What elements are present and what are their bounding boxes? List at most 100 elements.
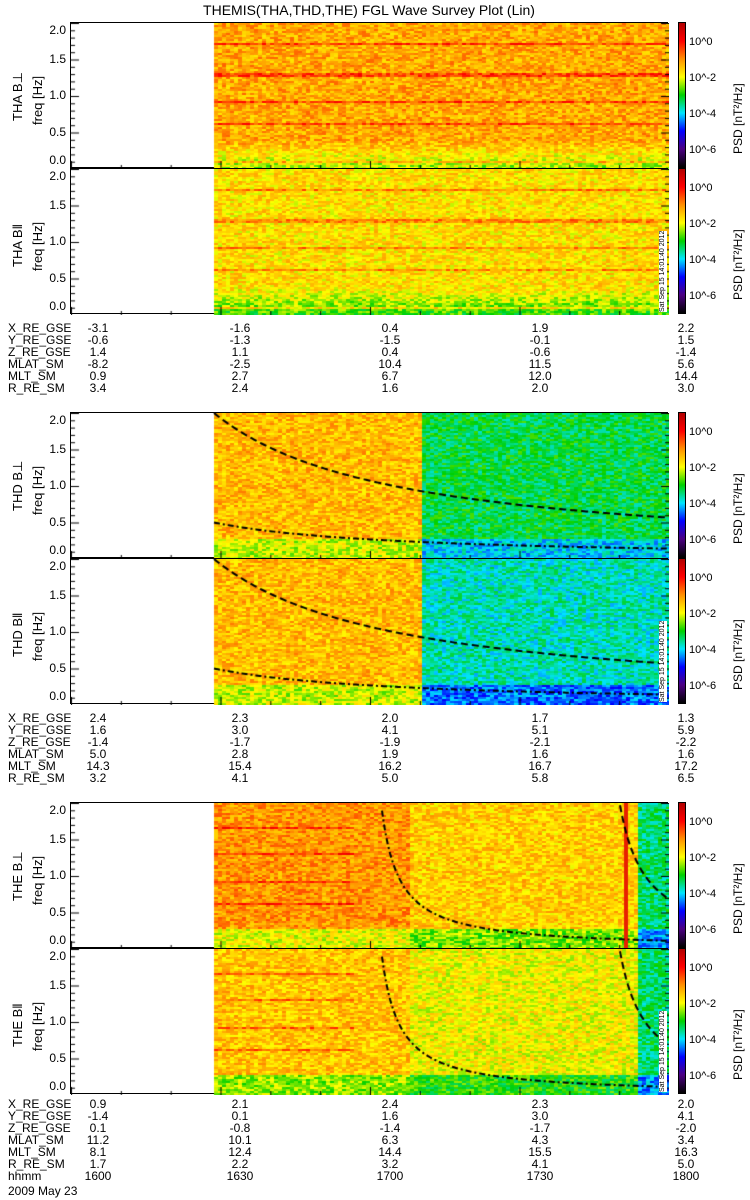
y-tick-label: 0.5 — [49, 1050, 66, 1065]
spectrogram-panel — [70, 22, 669, 169]
colorbar-tick-label: 10^-2 — [689, 998, 717, 1010]
ephemeris-row: MLAT_SM 5.0 2.8 1.9 1.6 1.6 — [8, 748, 748, 760]
ephemeris-label: MLT_SM — [8, 1145, 56, 1159]
ephemeris-value: 3.0 — [531, 1109, 549, 1123]
colorbar-tick-label: 10^-6 — [689, 290, 717, 302]
y-tick-label: 0.5 — [49, 514, 66, 529]
ephemeris-value: 3.4 — [89, 381, 107, 395]
y-axis-label: freq [Hz] — [30, 465, 45, 515]
probe-label: THD B‖ — [10, 612, 25, 657]
ephemeris-value: 2.7 — [231, 369, 249, 383]
ephemeris-value: 5.0 — [381, 771, 399, 785]
colorbar-tick-label: 10^0 — [689, 572, 713, 584]
ephemeris-value: -1.4 — [675, 345, 697, 359]
ephemeris-value: 6.3 — [381, 1133, 399, 1147]
probe-label: THE B⊥ — [10, 851, 25, 901]
ephemeris-value: -2.1 — [529, 735, 551, 749]
ephemeris-value: 1.6 — [531, 747, 549, 761]
y-tick-label: 2.0 — [49, 803, 66, 817]
plot-title: THEMIS(THA,THD,THE) FGL Wave Survey Plot… — [203, 2, 535, 18]
colorbar-tick-label: 10^0 — [689, 816, 713, 828]
colorbar-title: PSD [nT²/Hz] — [731, 1009, 745, 1080]
y-axis-label: freq [Hz] — [30, 75, 45, 125]
colorbar-tick-label: 10^-2 — [689, 72, 717, 84]
y-tick-label: 1.0 — [49, 868, 66, 882]
ephemeris-value: 3.2 — [89, 771, 107, 785]
ephemeris-value: -1.4 — [379, 1121, 401, 1135]
colorbar-tick-label: 10^-2 — [689, 852, 717, 864]
spectrogram-panel — [70, 168, 669, 315]
y-tick-label: 1.0 — [49, 478, 66, 492]
ephemeris-value: -1.4 — [87, 735, 109, 749]
ephemeris-value: 1.7 — [531, 711, 549, 725]
ephemeris-value: -1.7 — [229, 735, 251, 749]
ephemeris-label: MLT_SM — [8, 759, 56, 773]
y-tick-label: 0.5 — [49, 270, 66, 285]
ephemeris-label: Z_RE_GSE — [8, 735, 71, 749]
ephemeris-value: 2.4 — [89, 711, 107, 725]
colorbar-tick-label: 10^-4 — [689, 644, 717, 656]
ephemeris-value: 4.1 — [677, 1109, 695, 1123]
colorbar-tick-label: 10^-6 — [689, 1070, 717, 1082]
ephemeris-value: 2.0 — [531, 381, 549, 395]
y-tick-label: 1.5 — [49, 51, 66, 66]
colorbar-tick-label: 10^-6 — [689, 924, 717, 936]
ephemeris-value: 2.4 — [231, 381, 249, 395]
ephemeris-value: 1630 — [226, 1169, 254, 1183]
colorbar-tick-label: 10^-6 — [689, 534, 717, 546]
ephemeris-row: hhmm 1600 1630 1700 1730 1800 — [8, 1170, 748, 1182]
ephemeris-value: 2.0 — [381, 711, 399, 725]
colorbar-tick-label: 10^0 — [689, 962, 713, 974]
ephemeris-value: -2.0 — [675, 1121, 697, 1135]
timestamp: Sat Sep 15 14:01:40 2012 — [659, 230, 667, 312]
y-axis-label: freq [Hz] — [30, 221, 45, 271]
ephemeris-value: 0.4 — [381, 345, 399, 359]
ephemeris-label: MLAT_SM — [8, 1133, 64, 1147]
ephemeris-value: 2.2 — [677, 321, 695, 335]
ephemeris-value: -1.7 — [529, 1121, 551, 1135]
ephemeris-value: 4.3 — [531, 1133, 549, 1147]
ephemeris-label: MLAT_SM — [8, 357, 64, 371]
ephemeris-label: Z_RE_GSE — [8, 1121, 71, 1135]
timestamp: Sat Sep 15 14:01:40 2012 — [659, 1010, 667, 1092]
y-tick-label: 0.0 — [49, 1079, 66, 1093]
ephemeris-value: 1730 — [526, 1169, 554, 1183]
ephemeris-value: -1.6 — [229, 321, 251, 335]
colorbar-tick-label: 10^0 — [689, 426, 713, 438]
ephemeris-value: 10.4 — [378, 357, 402, 371]
colorbar — [678, 558, 686, 704]
ephemeris-value: 16.7 — [528, 759, 552, 773]
ephemeris-value: -0.6 — [529, 345, 551, 359]
colorbar-tick-label: 10^-2 — [689, 608, 717, 620]
spectrogram-panel — [70, 558, 669, 705]
spectrogram-image — [71, 949, 669, 1095]
colorbar — [678, 412, 686, 558]
ephemeris-label: hhmm — [8, 1169, 42, 1183]
ephemeris-row: Y_RE_GSE -1.4 0.1 1.6 3.0 4.1 — [8, 1110, 748, 1122]
ephemeris-row: R_RE_SM 3.4 2.4 1.6 2.0 3.0 — [8, 382, 748, 394]
colorbar-tick-label: 10^-2 — [689, 218, 717, 230]
y-tick-label: 1.5 — [49, 977, 66, 992]
y-tick-label: 0.5 — [49, 124, 66, 139]
probe-label: THD B⊥ — [10, 460, 25, 511]
ephemeris-value: 12.0 — [528, 369, 552, 383]
y-tick-label: 1.0 — [49, 1014, 66, 1028]
ephemeris-value: 17.2 — [674, 759, 698, 773]
ephemeris-value: 5.6 — [677, 357, 695, 371]
ephemeris-value: 15.5 — [528, 1145, 552, 1159]
spectrogram-image — [71, 803, 669, 949]
ephemeris-value: 4.1 — [231, 771, 249, 785]
ephemeris-row: Z_RE_GSE -1.4 -1.7 -1.9 -2.1 -2.2 — [8, 736, 748, 748]
y-tick-label: 0.5 — [49, 660, 66, 675]
y-tick-label: 0.0 — [49, 543, 66, 557]
ephemeris-value: 1.6 — [677, 747, 695, 761]
ephemeris-row: Z_RE_GSE 1.4 1.1 0.4 -0.6 -1.4 — [8, 346, 748, 358]
y-tick-label: 2.0 — [49, 559, 66, 573]
ephemeris-row: X_RE_GSE 0.9 2.1 2.4 2.3 2.0 — [8, 1098, 748, 1110]
ephemeris-value: 1.7 — [89, 1157, 107, 1171]
spectrogram-image — [71, 169, 669, 315]
ephemeris-value: -1.4 — [87, 1109, 109, 1123]
ephemeris-value: 5.8 — [531, 771, 549, 785]
ephemeris-row: X_RE_GSE 2.4 2.3 2.0 1.7 1.3 — [8, 712, 748, 724]
ephemeris-value: 11.2 — [86, 1133, 110, 1147]
